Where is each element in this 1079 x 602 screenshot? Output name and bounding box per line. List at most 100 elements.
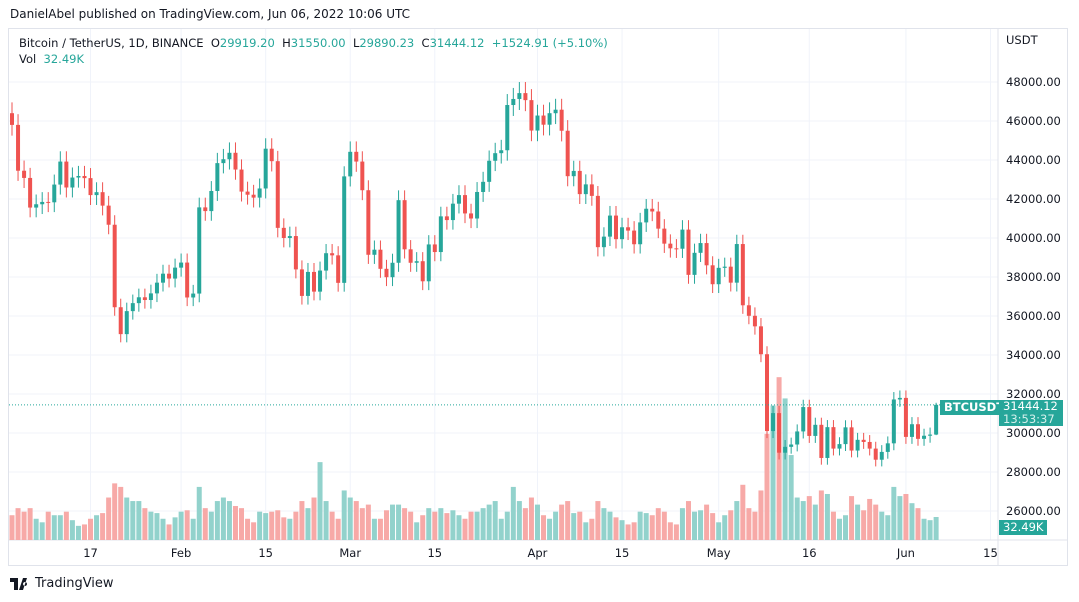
volume-bar bbox=[534, 504, 540, 540]
volume-bar bbox=[239, 508, 245, 540]
volume-bar bbox=[486, 504, 492, 540]
volume-bar bbox=[849, 496, 855, 540]
volume-bar bbox=[728, 510, 734, 540]
high-label: H bbox=[282, 36, 291, 50]
candle-body bbox=[396, 200, 401, 263]
candle-body bbox=[402, 200, 407, 250]
candle-body bbox=[922, 435, 927, 439]
y-tick-label: 26000.00 bbox=[1006, 504, 1061, 518]
candle-body bbox=[227, 152, 232, 160]
candle-body bbox=[16, 124, 21, 171]
candle-body bbox=[771, 413, 776, 432]
close-value: 31444.12 bbox=[429, 36, 485, 50]
volume-bar bbox=[33, 518, 39, 540]
chart-frame bbox=[8, 28, 1068, 566]
volume-bar bbox=[106, 497, 112, 540]
volume-bar bbox=[836, 518, 842, 540]
brand-name: TradingView bbox=[35, 576, 114, 591]
candle-body bbox=[716, 267, 721, 285]
volume-bar bbox=[57, 515, 63, 540]
volume-bar bbox=[818, 490, 824, 540]
symbol-price-tag: BTCUSDT bbox=[940, 400, 1009, 415]
chart-legend: Bitcoin / TetherUS, 1D, BINANCE O29919.2… bbox=[19, 35, 608, 67]
volume-bar bbox=[758, 490, 764, 540]
candle-body bbox=[318, 270, 323, 292]
close-label: C bbox=[421, 36, 430, 50]
volume-bar bbox=[692, 511, 698, 540]
volume-bar bbox=[251, 522, 257, 540]
x-tick-label: Jun bbox=[896, 546, 915, 560]
volume-bar bbox=[45, 511, 51, 540]
volume-bar bbox=[172, 517, 178, 540]
volume-bar bbox=[432, 511, 438, 540]
symbol-description[interactable]: Bitcoin / TetherUS, 1D, BINANCE bbox=[19, 36, 204, 50]
volume-bar bbox=[63, 511, 69, 540]
candle-body bbox=[305, 271, 310, 296]
volume-bar bbox=[305, 508, 311, 540]
volume-bar bbox=[124, 497, 130, 540]
volume-bar bbox=[94, 515, 100, 540]
candle-body bbox=[916, 424, 920, 439]
y-tick-label: 38000.00 bbox=[1006, 270, 1061, 284]
volume-bar bbox=[15, 508, 21, 540]
candle-body bbox=[885, 443, 890, 452]
volume-bar bbox=[311, 497, 317, 540]
candle-body bbox=[450, 203, 455, 221]
candle-body bbox=[52, 184, 57, 203]
volume-bar bbox=[873, 504, 879, 540]
candle-body bbox=[209, 191, 214, 212]
volume-bar bbox=[100, 513, 106, 540]
candle-body bbox=[614, 215, 618, 240]
volume-bar bbox=[655, 508, 661, 540]
volume-bar bbox=[740, 484, 746, 540]
candle-body bbox=[191, 293, 196, 298]
volume-bar bbox=[196, 486, 202, 540]
volume-bar bbox=[287, 518, 293, 540]
y-tick-label: 32000.00 bbox=[1006, 387, 1061, 401]
candle-body bbox=[481, 181, 486, 192]
y-tick-label: 34000.00 bbox=[1006, 348, 1061, 362]
volume-bar bbox=[782, 398, 788, 540]
candle-body bbox=[752, 315, 757, 327]
volume-bar bbox=[359, 508, 365, 540]
candle-body bbox=[257, 188, 262, 198]
x-tick-label: May bbox=[707, 546, 731, 560]
candle-body bbox=[475, 191, 480, 219]
volume-bar bbox=[861, 510, 867, 540]
candle-body bbox=[426, 244, 431, 282]
candle-body bbox=[746, 305, 751, 316]
candle-body bbox=[650, 208, 655, 212]
candle-body bbox=[342, 176, 347, 283]
volume-bar bbox=[450, 510, 456, 540]
candle-body bbox=[831, 427, 836, 449]
candle-body bbox=[728, 266, 733, 283]
candle-body bbox=[148, 293, 153, 301]
volume-bar bbox=[885, 515, 891, 540]
candle-body bbox=[203, 207, 208, 212]
candle-body bbox=[142, 297, 147, 301]
volume-bar bbox=[788, 455, 794, 540]
candle-body bbox=[100, 192, 105, 206]
candle-body bbox=[438, 216, 443, 253]
volume-bar bbox=[921, 518, 927, 540]
candle-body bbox=[656, 211, 661, 229]
candle-body bbox=[173, 267, 178, 279]
volume-bar bbox=[595, 501, 601, 540]
candle-body bbox=[758, 326, 763, 355]
candle-body bbox=[577, 170, 582, 195]
volume-bar bbox=[800, 501, 806, 540]
candle-body bbox=[469, 213, 474, 219]
volume-bar bbox=[504, 511, 510, 540]
volume-label[interactable]: Vol bbox=[19, 52, 37, 66]
volume-bar bbox=[51, 515, 57, 540]
volume-bar bbox=[915, 508, 921, 540]
candle-body bbox=[505, 105, 510, 151]
candle-body bbox=[903, 397, 908, 437]
low-label: L bbox=[352, 36, 360, 50]
candle-body bbox=[251, 194, 256, 198]
volume-bar bbox=[178, 511, 184, 540]
volume-bar bbox=[649, 515, 655, 540]
candle-body bbox=[154, 282, 159, 294]
tradingview-logo[interactable]: TradingView bbox=[10, 576, 114, 591]
